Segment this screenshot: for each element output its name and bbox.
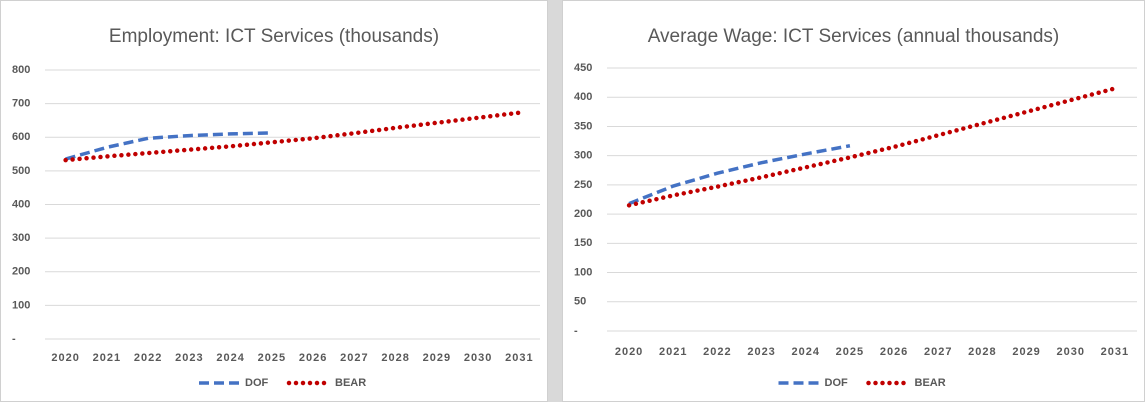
x-tick-label: 2031 [1101, 346, 1129, 358]
x-tick-label: 2028 [968, 346, 996, 358]
chart-panel: Employment: ICT Services (thousands) - 100… [0, 0, 548, 402]
x-tick-label: 2020 [615, 346, 643, 358]
y-tick-label: 350 [574, 120, 592, 132]
x-tick-label: 2020 [51, 352, 79, 364]
x-tick-label: 2021 [93, 352, 121, 364]
x-tick-label: 2029 [1012, 346, 1040, 358]
y-tick-label: 500 [12, 165, 30, 177]
x-tick-label: 2026 [880, 346, 908, 358]
y-tick-label: 300 [12, 232, 30, 244]
x-tick-label: 2029 [423, 352, 451, 364]
line-series [628, 144, 851, 206]
chart-panel: Average Wage: ICT Services (annual thous… [562, 0, 1145, 402]
x-tick-label: 2021 [659, 346, 687, 358]
y-tick-label: - [12, 333, 16, 345]
legend-label: DOF [245, 377, 269, 389]
y-tick-label: 150 [574, 237, 592, 249]
chart-title: Average Wage: ICT Services (annual thous… [648, 26, 1060, 47]
legend-label: BEAR [335, 377, 366, 389]
legend-label: DOF [825, 377, 849, 389]
x-tick-label: 2025 [258, 352, 286, 364]
y-tick-label: 200 [12, 266, 30, 278]
line-series [63, 110, 522, 163]
x-tick-label: 2027 [924, 346, 952, 358]
y-tick-label: 300 [574, 150, 592, 162]
y-tick-label: 400 [574, 91, 592, 103]
y-tick-label: 600 [12, 131, 30, 143]
y-tick-label: 200 [574, 208, 592, 220]
x-tick-label: 2022 [134, 352, 162, 364]
y-tick-label: 800 [12, 64, 30, 76]
y-tick-label: 700 [12, 98, 30, 110]
x-tick-label: 2023 [175, 352, 203, 364]
x-tick-label: 2024 [792, 346, 820, 358]
x-tick-label: 2030 [1057, 346, 1085, 358]
x-tick-label: 2031 [505, 352, 533, 364]
y-tick-label: 450 [574, 62, 592, 74]
x-tick-label: 2030 [464, 352, 492, 364]
y-tick-label: 50 [574, 296, 586, 308]
line-series [626, 86, 1118, 208]
x-tick-label: 2026 [299, 352, 327, 364]
y-tick-label: 400 [12, 198, 30, 210]
x-tick-label: 2022 [703, 346, 731, 358]
legend-label: BEAR [915, 377, 946, 389]
y-tick-label: 250 [574, 179, 592, 191]
y-tick-label: 100 [574, 266, 592, 278]
x-tick-label: 2025 [836, 346, 864, 358]
x-tick-label: 2028 [381, 352, 409, 364]
y-tick-label: - [574, 325, 578, 337]
line-series [65, 131, 272, 161]
chart-title: Employment: ICT Services (thousands) [109, 26, 439, 47]
x-tick-label: 2023 [747, 346, 775, 358]
x-tick-label: 2027 [340, 352, 368, 364]
x-tick-label: 2024 [216, 352, 244, 364]
panel-border [0, 0, 548, 402]
y-tick-label: 100 [12, 299, 30, 311]
